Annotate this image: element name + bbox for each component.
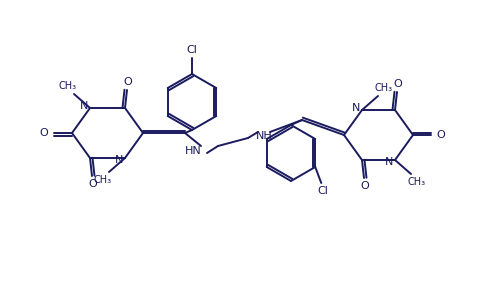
Text: N: N xyxy=(115,155,123,165)
Text: Cl: Cl xyxy=(318,186,329,196)
Text: CH₃: CH₃ xyxy=(375,83,393,93)
Text: N: N xyxy=(352,103,360,113)
Text: CH₃: CH₃ xyxy=(408,177,426,187)
Text: O: O xyxy=(124,77,132,87)
Text: O: O xyxy=(39,128,48,138)
Text: N: N xyxy=(80,101,88,111)
Text: Cl: Cl xyxy=(187,45,197,55)
Text: NH: NH xyxy=(256,131,272,141)
Text: O: O xyxy=(393,79,402,89)
Text: HN: HN xyxy=(185,146,202,156)
Text: O: O xyxy=(89,179,97,189)
Text: CH₃: CH₃ xyxy=(59,81,77,91)
Text: N: N xyxy=(385,157,393,167)
Text: O: O xyxy=(437,130,446,140)
Text: CH₃: CH₃ xyxy=(94,175,112,185)
Text: O: O xyxy=(361,181,369,191)
